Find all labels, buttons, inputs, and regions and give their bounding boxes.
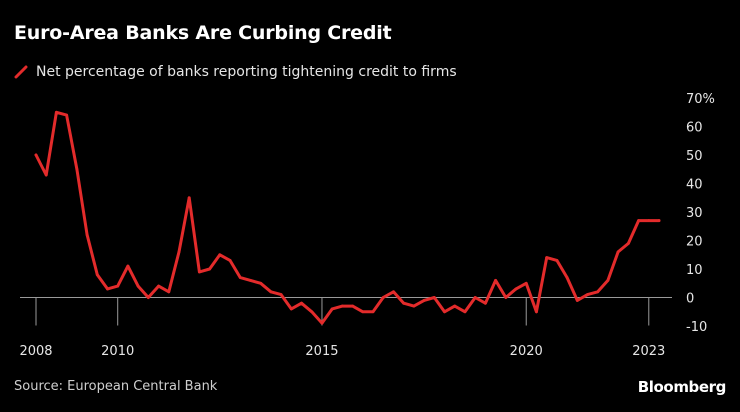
data-point — [616, 250, 620, 254]
data-point — [657, 219, 661, 222]
data-point — [300, 301, 303, 305]
data-point — [463, 310, 467, 314]
data-point — [565, 276, 569, 279]
data-point — [432, 296, 436, 299]
data-point — [545, 256, 549, 259]
data-point — [136, 284, 140, 288]
y-tick-label: 40 — [686, 178, 703, 193]
y-tick-label: -10 — [686, 320, 707, 335]
x-tick-label: 2008 — [19, 344, 52, 359]
data-point — [402, 301, 406, 305]
data-point — [524, 281, 528, 285]
data-point — [392, 290, 395, 294]
x-tick-label: 2010 — [101, 344, 134, 359]
data-point — [218, 253, 222, 257]
data-point — [259, 281, 263, 285]
y-tick-label: 60 — [686, 121, 703, 136]
legend-swatch — [14, 65, 28, 79]
data-point — [85, 233, 89, 237]
data-point — [95, 273, 99, 277]
data-point — [146, 296, 150, 299]
y-tick-label: 20 — [686, 235, 703, 250]
data-point — [238, 276, 242, 279]
data-point — [65, 113, 69, 117]
data-point — [371, 310, 375, 314]
source-note: Source: European Central Bank — [14, 379, 218, 394]
data-point — [116, 284, 120, 288]
data-point — [626, 241, 630, 245]
chart-title: Euro-Area Banks Are Curbing Credit — [14, 22, 392, 44]
y-tick-label: 0 — [686, 292, 694, 307]
data-point — [422, 298, 426, 302]
x-tick-label: 2020 — [510, 344, 543, 359]
data-point — [637, 219, 640, 222]
y-tick-label: 50 — [686, 149, 703, 164]
data-point — [453, 304, 457, 308]
data-point — [269, 290, 273, 294]
data-point — [606, 279, 610, 282]
data-point — [340, 304, 344, 308]
data-point — [361, 310, 365, 314]
data-point — [494, 279, 497, 282]
data-point — [249, 279, 252, 282]
x-tick-label: 2023 — [632, 344, 665, 359]
legend: Net percentage of banks reporting tighte… — [14, 64, 457, 80]
data-point — [44, 173, 48, 177]
data-point — [504, 296, 508, 299]
data-point — [381, 296, 385, 299]
data-point — [514, 287, 518, 291]
data-point — [310, 310, 314, 314]
data-point — [157, 284, 160, 288]
data-point — [106, 287, 109, 291]
data-point — [289, 307, 293, 311]
data-point — [177, 250, 181, 254]
data-point — [535, 310, 538, 314]
data-point — [228, 259, 232, 262]
data-point — [330, 307, 334, 311]
data-point — [647, 219, 651, 222]
data-point — [126, 264, 130, 268]
legend-label: Net percentage of banks reporting tighte… — [36, 64, 457, 80]
data-point — [187, 196, 191, 200]
data-point — [555, 259, 559, 262]
data-point — [586, 293, 589, 297]
y-tick-label: 10 — [686, 263, 703, 278]
data-point — [483, 301, 487, 305]
series-line — [34, 110, 661, 325]
data-point — [55, 110, 58, 114]
x-tick-label: 2015 — [305, 344, 338, 359]
data-point — [351, 304, 355, 308]
data-point — [279, 293, 283, 297]
data-point — [320, 321, 324, 325]
y-tick-label: 30 — [686, 206, 703, 221]
data-point — [34, 153, 38, 157]
y-tick-label: 70% — [686, 92, 715, 107]
data-point — [198, 270, 201, 274]
data-point — [596, 290, 600, 294]
data-point — [473, 296, 477, 299]
data-point — [575, 298, 579, 302]
data-point — [208, 267, 212, 271]
data-point — [443, 310, 446, 314]
data-point — [412, 304, 416, 308]
data-point — [167, 290, 171, 294]
data-point — [75, 167, 79, 171]
bloomberg-logo: Bloomberg — [637, 378, 727, 396]
